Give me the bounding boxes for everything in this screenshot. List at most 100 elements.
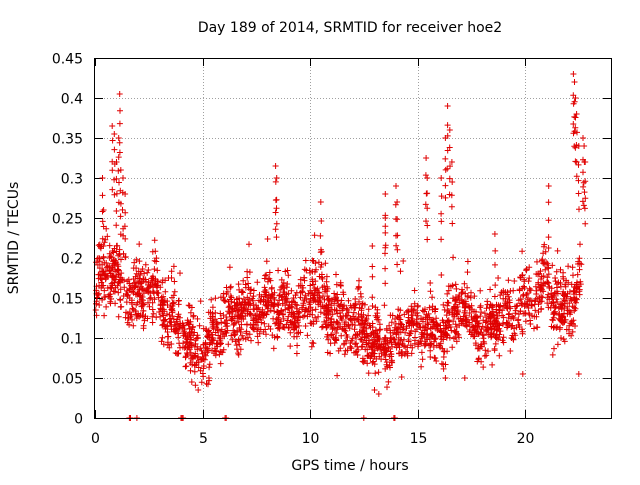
data-point — [101, 239, 108, 246]
data-point — [576, 255, 583, 262]
data-point — [496, 352, 503, 359]
data-point — [392, 341, 399, 348]
data-point — [284, 281, 291, 287]
data-point — [281, 289, 288, 296]
data-point — [426, 304, 433, 311]
data-point — [334, 372, 341, 379]
data-point — [560, 273, 566, 280]
data-point — [157, 313, 164, 320]
data-point — [121, 284, 128, 291]
data-point — [522, 318, 529, 325]
data-point — [572, 95, 579, 101]
data-point — [538, 293, 545, 300]
data-point — [96, 265, 103, 272]
data-point — [491, 231, 498, 237]
data-point — [262, 272, 269, 279]
data-point — [478, 326, 485, 333]
data-point — [116, 120, 123, 127]
data-point — [153, 282, 160, 289]
data-point — [96, 255, 102, 261]
data-point — [268, 291, 275, 297]
data-point — [440, 354, 447, 360]
data-point — [310, 340, 317, 347]
data-point — [491, 323, 497, 330]
data-point — [550, 309, 557, 316]
data-point — [432, 355, 439, 362]
data-point — [302, 257, 309, 264]
data-point — [210, 325, 217, 332]
data-point — [254, 319, 261, 326]
data-point — [359, 339, 366, 345]
data-point — [473, 342, 479, 349]
data-point — [223, 317, 230, 324]
data-point — [365, 370, 372, 377]
data-point — [468, 289, 474, 296]
data-point — [310, 281, 317, 288]
data-point — [194, 315, 201, 322]
data-point — [210, 318, 217, 325]
data-point — [505, 277, 512, 284]
data-point — [323, 317, 330, 324]
data-point — [545, 291, 552, 298]
data-point — [562, 316, 569, 323]
data-point — [532, 298, 539, 305]
data-point — [438, 272, 445, 278]
data-point — [101, 259, 108, 266]
data-point — [113, 222, 120, 229]
data-point — [189, 361, 196, 368]
data-point — [381, 349, 388, 356]
data-point — [366, 337, 373, 344]
data-point — [463, 323, 470, 330]
data-point — [575, 177, 582, 184]
data-point — [350, 309, 357, 316]
data-point — [492, 340, 499, 347]
data-point — [116, 139, 123, 146]
data-point — [130, 276, 137, 282]
data-point — [520, 310, 527, 317]
data-point — [263, 271, 270, 278]
data-point — [533, 324, 540, 331]
data-point — [109, 248, 116, 254]
data-point — [256, 291, 263, 298]
data-point — [475, 330, 482, 337]
data-point — [122, 235, 129, 242]
data-point — [344, 347, 351, 354]
data-point — [427, 341, 434, 348]
data-point — [453, 285, 460, 292]
data-point — [435, 323, 441, 330]
data-point — [388, 351, 395, 357]
data-point — [277, 286, 284, 293]
data-point — [378, 350, 385, 357]
data-point — [99, 208, 106, 215]
data-point — [97, 271, 104, 278]
data-point — [570, 121, 577, 127]
data-point — [221, 298, 228, 304]
data-point — [139, 312, 146, 318]
data-point — [197, 298, 204, 305]
data-point — [539, 256, 546, 263]
data-point — [120, 232, 127, 239]
data-point — [130, 265, 137, 272]
data-point — [249, 324, 256, 331]
data-point — [180, 322, 187, 329]
data-point — [332, 334, 339, 341]
data-point — [427, 280, 434, 286]
data-point — [151, 237, 158, 244]
data-point — [423, 218, 429, 225]
data-point — [546, 296, 553, 303]
data-point — [545, 245, 552, 251]
data-point — [120, 250, 127, 257]
data-point — [355, 283, 362, 290]
data-point — [121, 223, 128, 230]
data-point — [257, 297, 264, 304]
data-points-layer — [92, 71, 589, 421]
data-point — [359, 317, 366, 324]
data-point — [137, 293, 144, 300]
data-point — [449, 220, 456, 227]
data-point — [241, 299, 248, 306]
data-point — [272, 209, 279, 216]
data-point — [369, 273, 376, 280]
data-point — [237, 329, 244, 335]
data-point — [573, 111, 580, 117]
